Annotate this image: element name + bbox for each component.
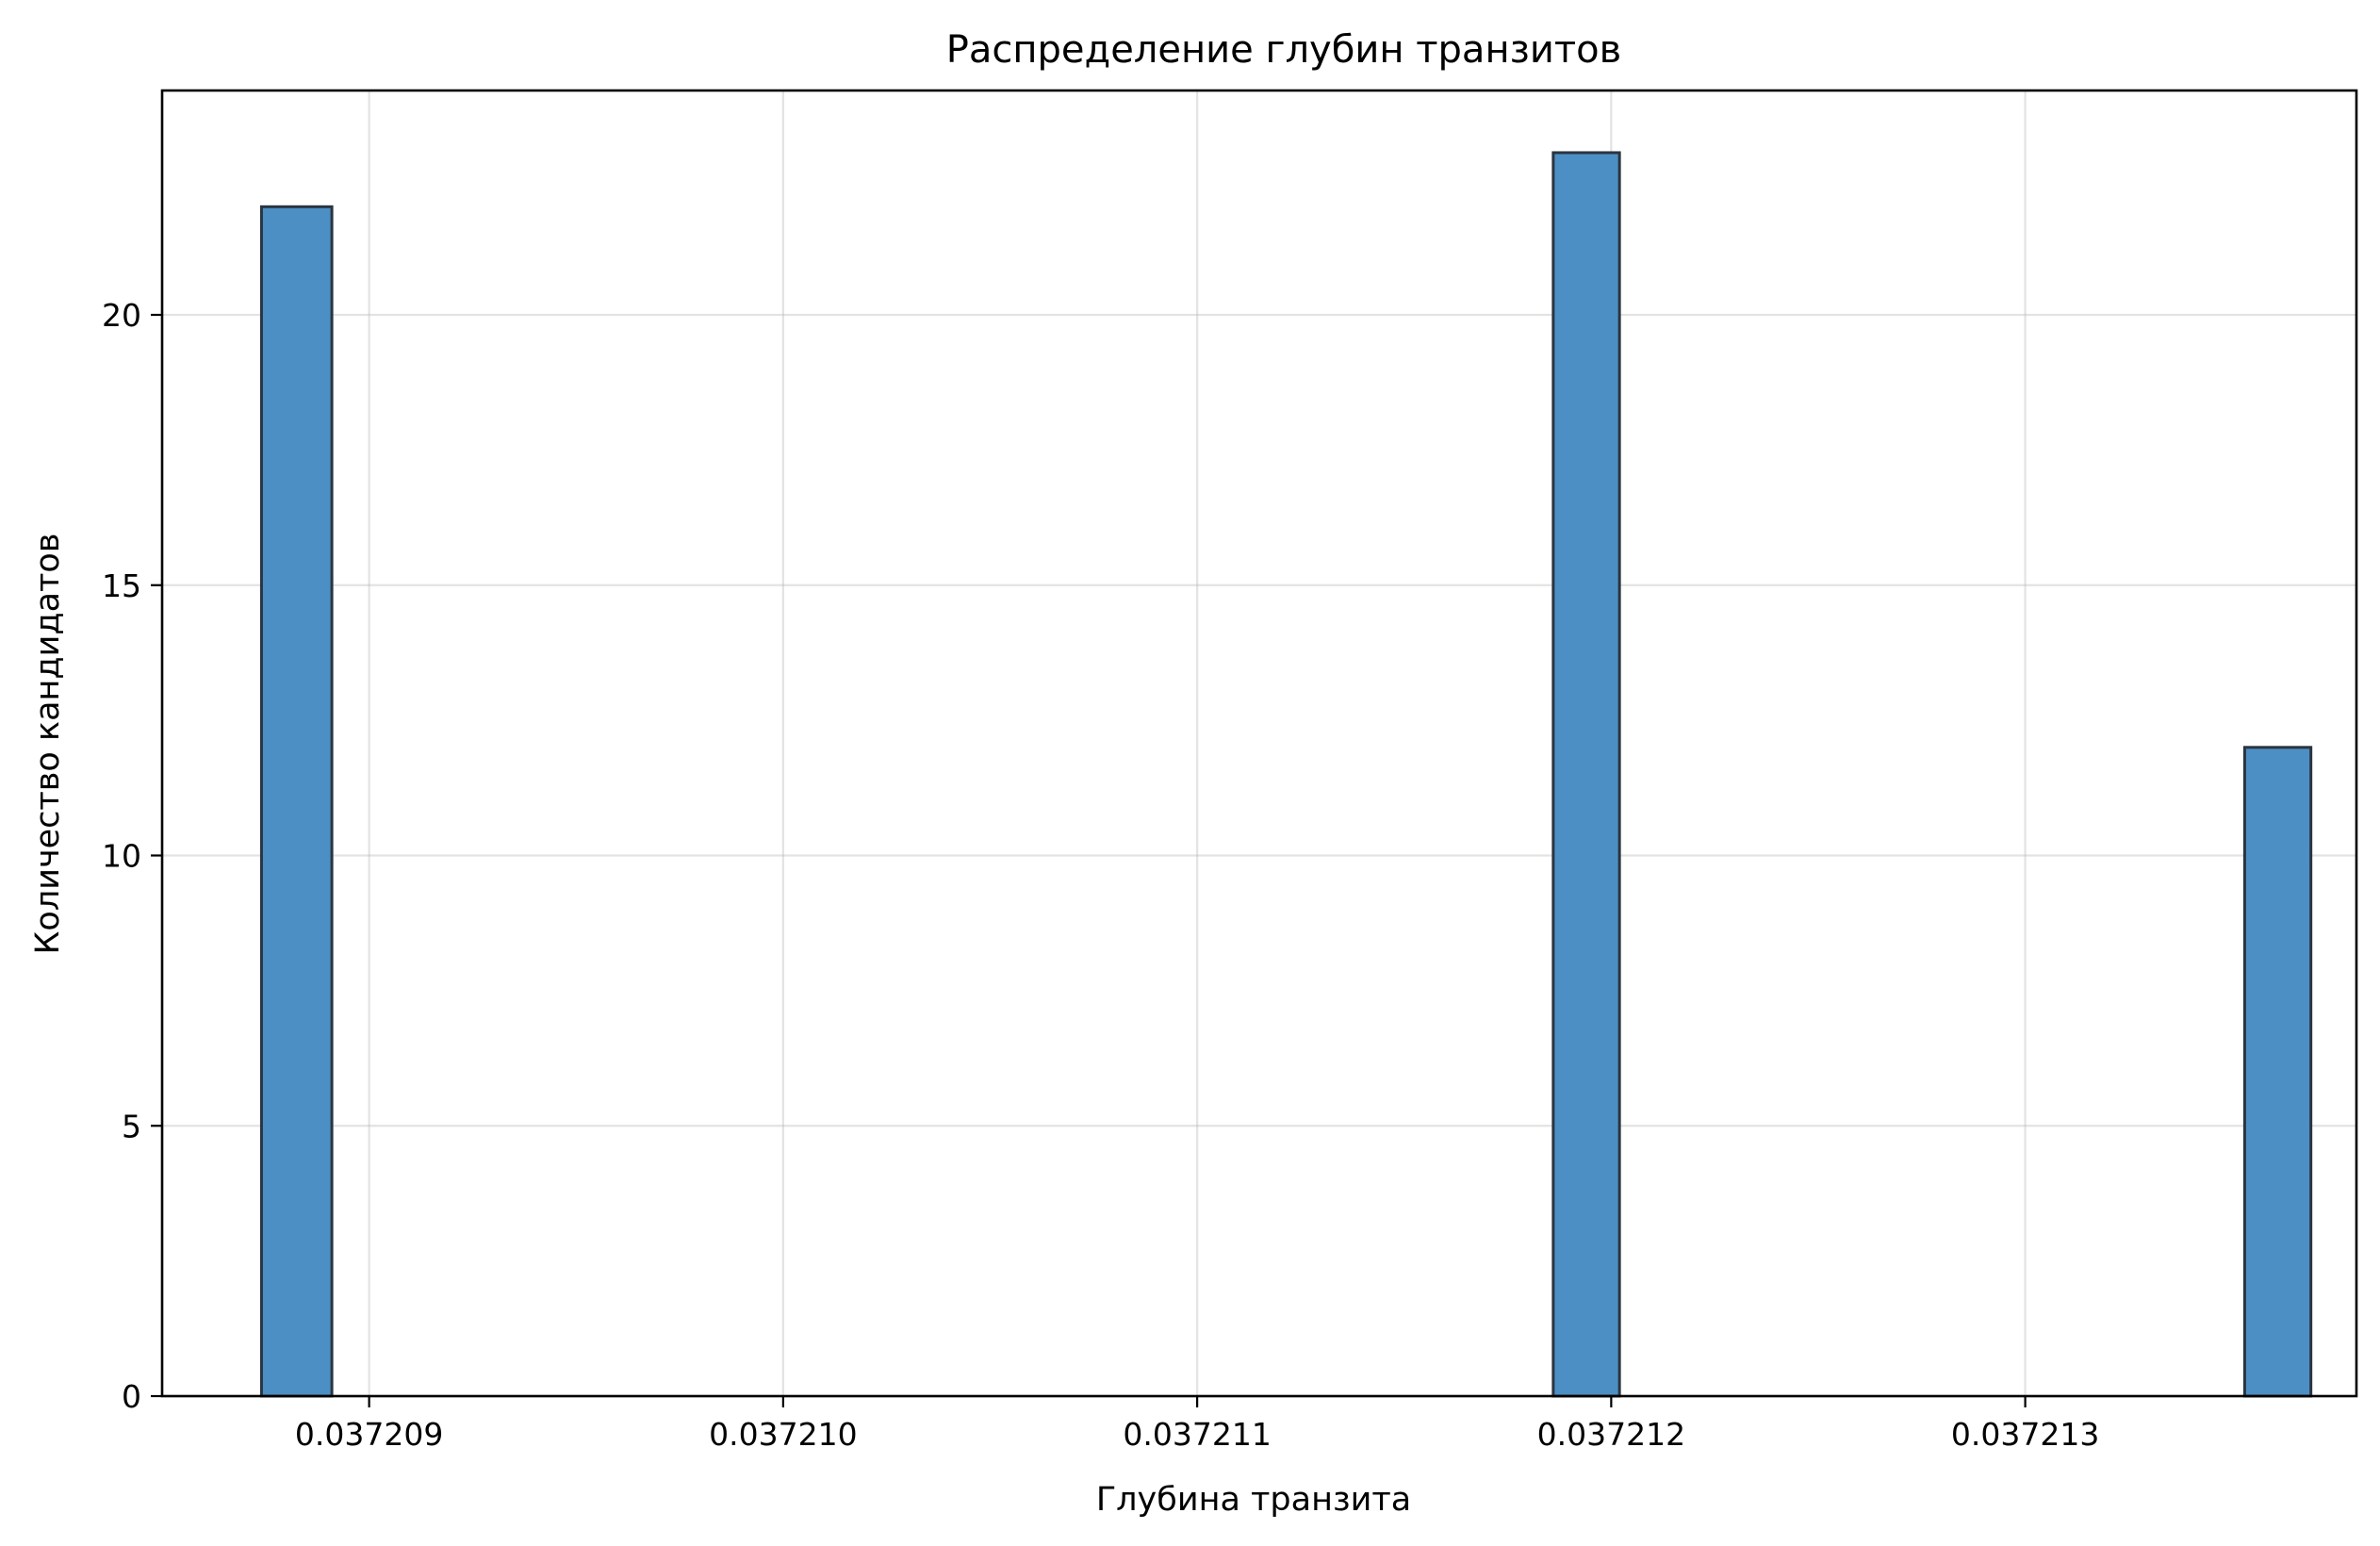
x-axis-label: Глубина транзита <box>1096 1481 1411 1519</box>
x-tick-label: 0.037212 <box>1537 1416 1685 1453</box>
histogram-bar <box>259 205 334 1398</box>
histogram-bar <box>1551 151 1621 1398</box>
plot-frame <box>160 89 2358 1398</box>
y-tick-label: 15 <box>102 567 141 604</box>
x-tick-label: 0.037209 <box>295 1416 443 1453</box>
histogram-bar <box>2242 746 2313 1398</box>
y-axis-ticks: 0 5 10 15 20 <box>102 297 162 1415</box>
chart-title: Распределение глубин транзитов <box>946 28 1621 72</box>
y-tick-label: 20 <box>102 297 141 334</box>
y-axis-label: Количество кандидатов <box>29 534 67 955</box>
x-tick-label: 0.037210 <box>709 1416 857 1453</box>
y-tick-label: 0 <box>122 1378 141 1415</box>
x-axis-ticks: 0.037209 0.037210 0.037211 0.037212 0.037213 <box>295 1396 2099 1453</box>
x-tick-label: 0.037211 <box>1123 1416 1271 1453</box>
y-tick-label: 10 <box>102 838 141 875</box>
x-tick-label: 0.037213 <box>1951 1416 2099 1453</box>
y-tick-label: 5 <box>122 1108 141 1144</box>
